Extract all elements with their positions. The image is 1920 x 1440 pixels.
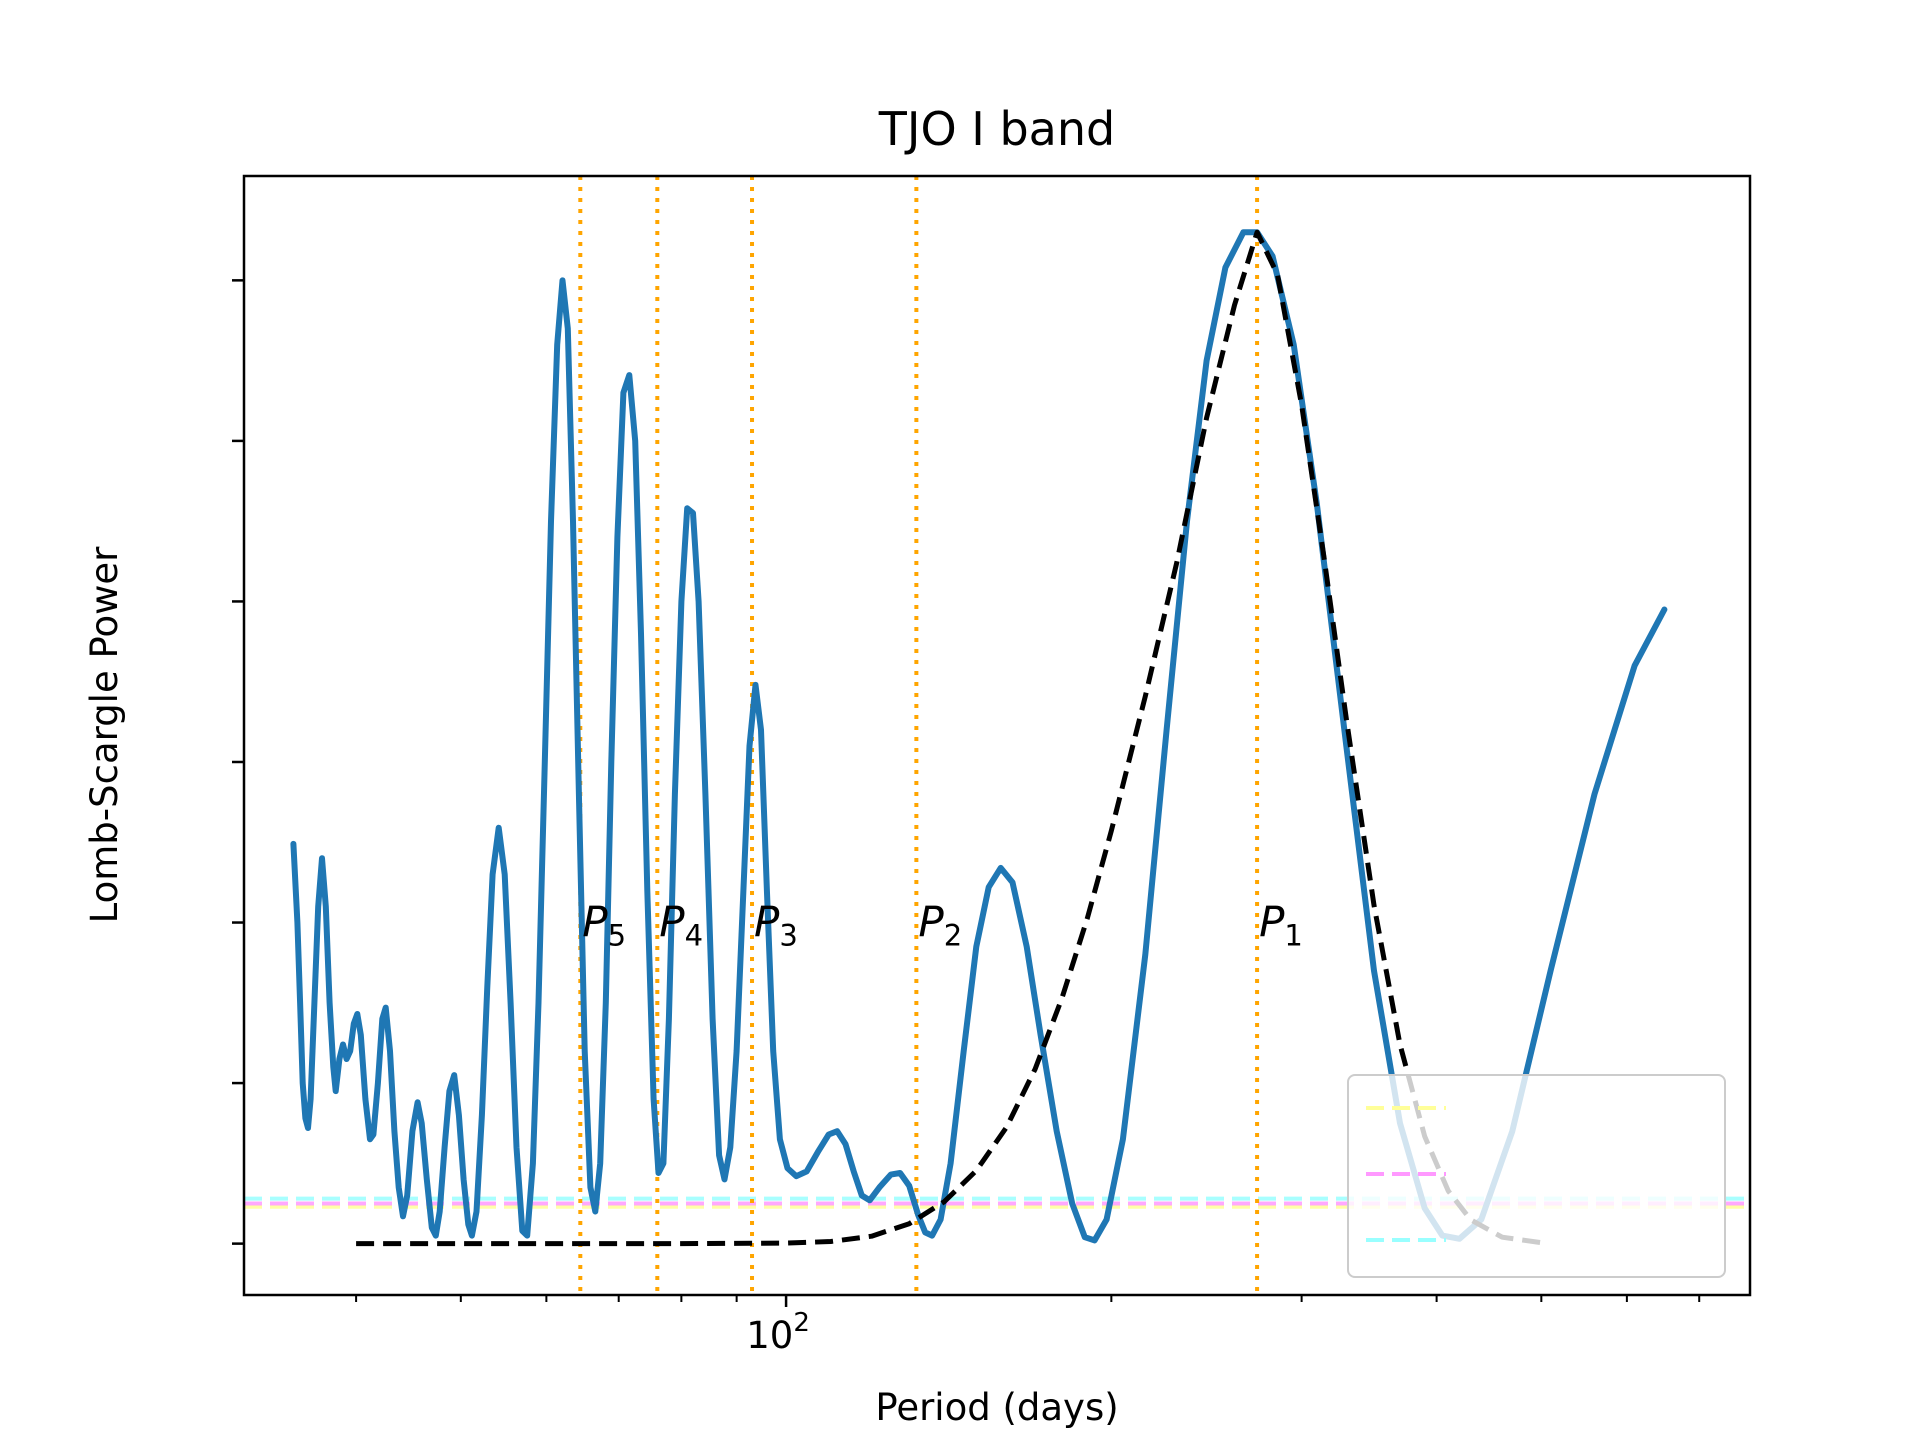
plot-area: P1 P2 P3 P4 P5 [244, 176, 1750, 1295]
data-series [290, 229, 1668, 1247]
peak-labels: P1 P2 P3 P4 P5 [582, 898, 1303, 953]
peak-label-2: P2 [918, 898, 962, 953]
peak-label-3: P3 [754, 898, 798, 953]
legend [1347, 1074, 1726, 1278]
legend-box [1347, 1074, 1726, 1278]
peak-label-1: P1 [1259, 898, 1303, 953]
x-tick-label-0: 102 [746, 1308, 810, 1357]
x-axis-label: Period (days) [875, 1386, 1118, 1429]
y-axis [232, 279, 244, 1245]
y-axis-label: Lomb-Scargle Power [83, 546, 126, 923]
peak-label-4: P4 [659, 898, 703, 953]
series-line-0 [290, 229, 1668, 1244]
plot-frame [242, 174, 1752, 1297]
peak-label-5: P5 [582, 898, 626, 953]
chart-title: TJO I band [878, 102, 1115, 156]
x-axis: 102 [355, 1295, 1701, 1357]
series-line-1 [356, 229, 1542, 1247]
